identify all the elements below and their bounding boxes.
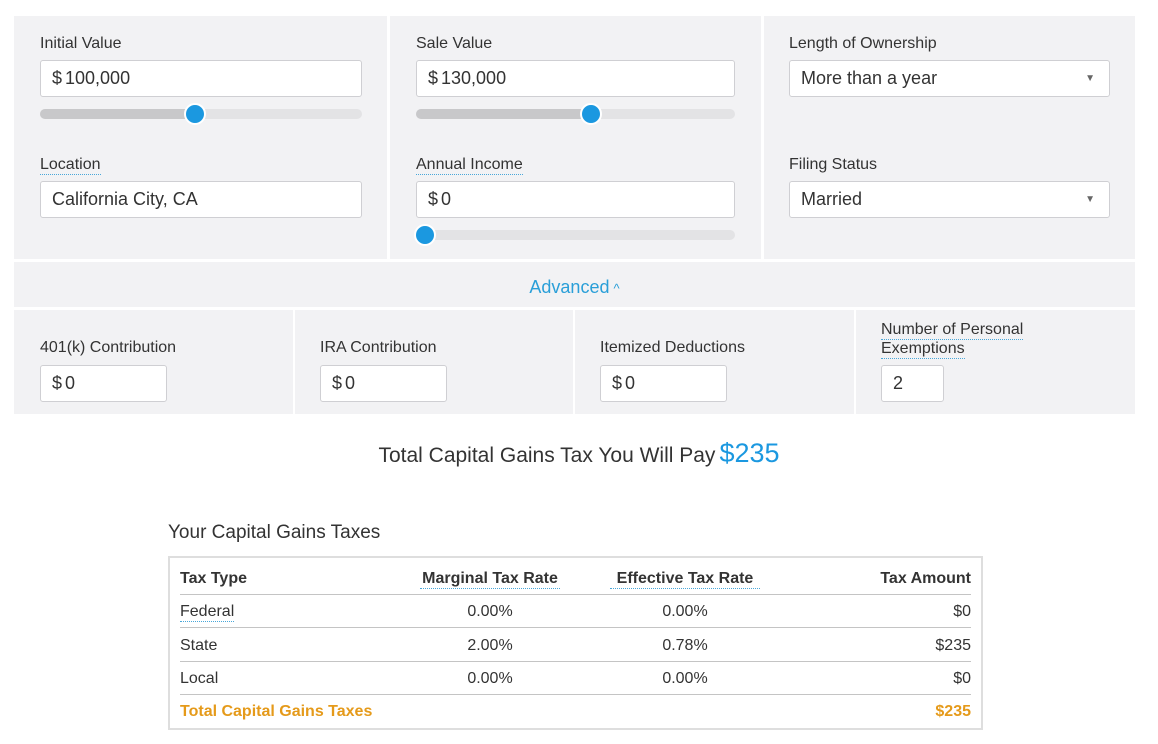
length-of-ownership-select[interactable]: More than a year ▼ — [789, 60, 1110, 97]
ira-contribution-text: 0 — [345, 373, 356, 393]
header-effective-rate[interactable]: Effective Tax Rate — [610, 570, 760, 589]
table-row: Local 0.00% 0.00% $0 — [180, 662, 971, 695]
filing-status-label: Filing Status — [789, 156, 878, 173]
triangle-down-icon: ▼ — [1085, 73, 1095, 84]
table-header-row: Tax Type Marginal Tax Rate Effective Tax… — [180, 562, 971, 595]
itemized-deductions-input[interactable]: $0 — [600, 365, 727, 402]
currency-symbol: $ — [612, 373, 623, 393]
annual-income-input[interactable]: $0 — [416, 181, 735, 218]
table-row: Federal 0.00% 0.00% $0 — [180, 595, 971, 628]
header-marginal-rate-text: Marginal Tax Rate — [422, 570, 558, 587]
personal-exemptions-text: 2 — [893, 373, 904, 393]
itemized-deductions-label: Itemized Deductions — [600, 339, 745, 356]
length-of-ownership-label: Length of Ownership — [789, 35, 937, 52]
advanced-toggle[interactable]: Advanced ^ — [14, 262, 1135, 307]
currency-symbol: $ — [428, 189, 439, 209]
capital-gains-taxes-table: Tax Type Marginal Tax Rate Effective Tax… — [168, 556, 983, 730]
taxes-section-title: Your Capital Gains Taxes — [168, 522, 381, 543]
chevron-up-icon: ^ — [613, 281, 620, 296]
slider-fill — [416, 109, 592, 119]
total-amount: $235 — [935, 703, 971, 720]
total-tax-text: Total Capital Gains Tax You Will Pay — [378, 444, 716, 467]
contribution-401k-text: 0 — [65, 373, 76, 393]
itemized-deductions-text: 0 — [625, 373, 636, 393]
location-text: California City, CA — [52, 189, 198, 209]
personal-exemptions-label-line2: Exemptions — [881, 340, 965, 359]
filing-status-selected: Married — [801, 189, 863, 209]
personal-exemptions-label-line1: Number of Personal — [881, 321, 1024, 340]
effective-rate-cell: 0.00% — [662, 670, 708, 687]
tax-amount-cell: $0 — [953, 603, 971, 620]
filing-status-select[interactable]: Married ▼ — [789, 181, 1110, 218]
location-label[interactable]: Location — [40, 156, 101, 175]
tax-type-local: Local — [180, 670, 219, 687]
ira-contribution-label: IRA Contribution — [320, 339, 437, 356]
sale-value-label: Sale Value — [416, 35, 493, 52]
marginal-rate-cell: 2.00% — [467, 637, 513, 654]
effective-rate-cell: 0.78% — [662, 637, 708, 654]
initial-value-input[interactable]: $100,000 — [40, 60, 362, 97]
contribution-401k-label: 401(k) Contribution — [40, 339, 177, 356]
marginal-rate-cell: 0.00% — [467, 603, 513, 620]
header-effective-rate-text: Effective Tax Rate — [616, 570, 754, 587]
total-tax-summary: Total Capital Gains Tax You Will Pay $235 — [0, 438, 1158, 469]
annual-income-text: 0 — [441, 189, 452, 209]
header-tax-amount: Tax Amount — [880, 570, 971, 587]
sale-value-text: 130,000 — [441, 68, 507, 88]
header-tax-type: Tax Type — [180, 570, 247, 587]
personal-exemptions-label[interactable]: Number of Personal Exemptions — [881, 321, 1024, 359]
table-total-row: Total Capital Gains Taxes $235 — [180, 695, 971, 728]
currency-symbol: $ — [332, 373, 343, 393]
currency-symbol: $ — [52, 373, 63, 393]
table-row: State 2.00% 0.78% $235 — [180, 629, 971, 662]
tax-type-federal[interactable]: Federal — [180, 603, 235, 622]
tax-amount-cell: $235 — [935, 637, 971, 654]
location-input[interactable]: California City, CA — [40, 181, 362, 218]
tax-type-state: State — [180, 637, 218, 654]
slider-thumb[interactable] — [414, 224, 436, 246]
sale-value-input[interactable]: $130,000 — [416, 60, 735, 97]
effective-rate-cell: 0.00% — [662, 603, 708, 620]
annual-income-slider[interactable] — [414, 224, 735, 246]
header-marginal-rate[interactable]: Marginal Tax Rate — [420, 570, 560, 589]
initial-value-text: 100,000 — [65, 68, 131, 88]
currency-symbol: $ — [52, 68, 63, 88]
triangle-down-icon: ▼ — [1085, 194, 1095, 205]
length-of-ownership-selected: More than a year — [801, 68, 938, 88]
initial-value-slider[interactable] — [40, 103, 362, 125]
marginal-rate-cell: 0.00% — [467, 670, 513, 687]
slider-thumb[interactable] — [580, 103, 603, 125]
total-tax-amount: $235 — [719, 438, 780, 468]
total-label: Total Capital Gains Taxes — [180, 703, 373, 720]
ira-contribution-input[interactable]: $0 — [320, 365, 447, 402]
personal-exemptions-input[interactable]: 2 — [881, 365, 944, 402]
initial-value-label: Initial Value — [40, 35, 122, 52]
annual-income-label[interactable]: Annual Income — [416, 156, 523, 175]
contribution-401k-input[interactable]: $0 — [40, 365, 167, 402]
slider-fill — [40, 109, 195, 119]
currency-symbol: $ — [428, 68, 439, 88]
advanced-toggle-label: Advanced — [529, 277, 610, 297]
tax-amount-cell: $0 — [953, 670, 971, 687]
slider-thumb[interactable] — [183, 103, 206, 125]
sale-value-slider[interactable] — [416, 103, 735, 125]
